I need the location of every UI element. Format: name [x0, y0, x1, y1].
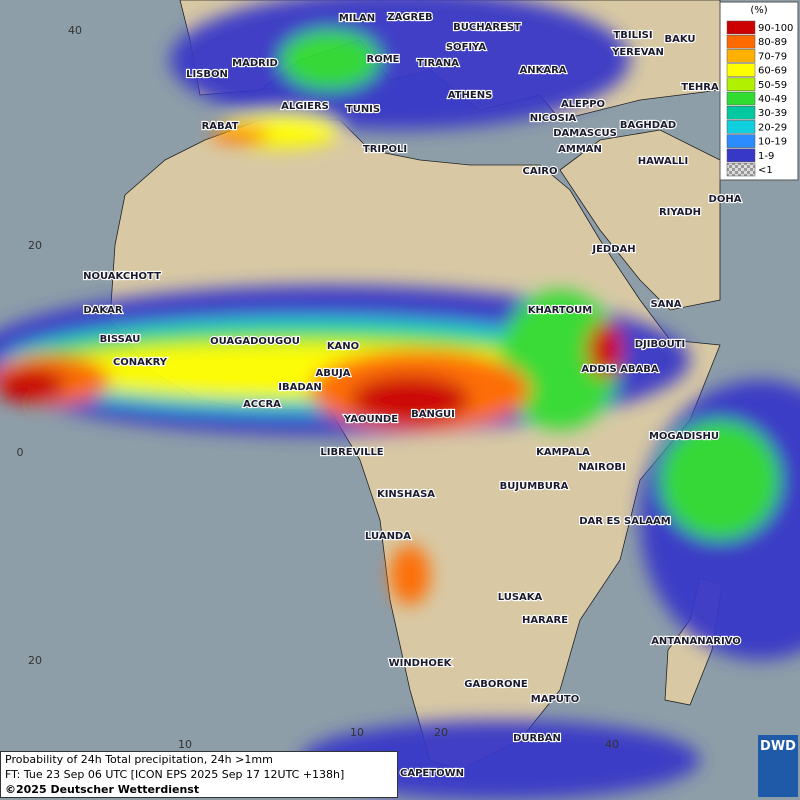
city-label: BAGHDAD — [620, 120, 676, 131]
city-label: HARARE — [522, 615, 568, 626]
city-label: DAMASCUS — [553, 128, 617, 139]
city-label: TBILISI — [613, 30, 652, 41]
city-label: AMMAN — [558, 144, 602, 155]
city-label: JEDDAH — [591, 244, 635, 255]
legend-label: 30-39 — [758, 108, 787, 119]
city-label: DAKAR — [83, 305, 123, 316]
city-label: SOFIYA — [446, 42, 487, 53]
city-label: BAKU — [664, 34, 695, 45]
city-label: DOHA — [709, 194, 742, 205]
city-label: KAMPALA — [536, 447, 590, 458]
city-label: GABORONE — [464, 679, 528, 690]
city-label: CONAKRY — [113, 357, 168, 368]
legend-swatch — [726, 162, 756, 177]
city-label: KHARTOUM — [528, 305, 593, 316]
legend-label: 70-79 — [758, 51, 787, 62]
legend-swatch — [726, 105, 756, 120]
legend-swatch — [726, 34, 756, 49]
city-label: LUSAKA — [498, 592, 543, 603]
footer-forecast: FT: Tue 23 Sep 06 UTC [ICON EPS 2025 Sep… — [5, 768, 345, 781]
legend-swatch — [726, 120, 756, 134]
city-label: ANKARA — [519, 65, 566, 76]
city-label: MOGADISHU — [649, 431, 719, 442]
city-label: LIBREVILLE — [320, 447, 383, 458]
city-label: MILAN — [339, 13, 375, 24]
city-label: BUCHAREST — [453, 22, 521, 33]
legend-label: 10-19 — [758, 137, 787, 148]
city-label: ACCRA — [243, 399, 281, 410]
city-label: DAR ES SALAAM — [579, 516, 671, 527]
grid-label: 10 — [178, 738, 192, 751]
city-label: TRIPOLI — [363, 144, 407, 155]
grid-label: 0 — [17, 446, 24, 459]
legend-swatch — [726, 77, 756, 92]
city-label: YAOUNDE — [343, 414, 398, 425]
city-label: DJIBOUTI — [635, 339, 686, 350]
city-label: KANO — [327, 341, 359, 352]
city-label: HAWALLI — [638, 156, 688, 167]
footer-title: Probability of 24h Total precipitation, … — [5, 753, 273, 766]
city-label: BISSAU — [100, 334, 141, 345]
city-label: IBADAN — [278, 382, 322, 393]
city-label: ADDIS ABABA — [581, 364, 658, 375]
legend-label: 60-69 — [758, 66, 787, 77]
grid-label: 40 — [605, 738, 619, 751]
legend-label: 90-100 — [758, 23, 793, 34]
city-label: TUNIS — [346, 104, 380, 115]
grid-label: 20 — [434, 726, 448, 739]
city-label: TEHRA — [681, 82, 719, 93]
legend-swatch — [726, 91, 756, 106]
legend-label: 1-9 — [758, 151, 774, 162]
city-label: RIYADH — [659, 207, 701, 218]
logo: DWD — [758, 735, 798, 797]
legend: (%) 90-100 80-89 70-79 60-69 50-59 40-49 30-39… — [719, 1, 799, 181]
city-label: ALEPPO — [561, 99, 605, 110]
city-label: OUAGADOUGOU — [210, 336, 300, 347]
city-label: MADRID — [232, 58, 278, 69]
city-label: YEREVAN — [611, 47, 664, 58]
city-label: LUANDA — [365, 531, 411, 542]
city-label: WINDHOEK — [389, 658, 453, 669]
city-label: MAPUTO — [531, 694, 579, 705]
city-label: RABAT — [202, 121, 239, 132]
grid-label: 20 — [28, 239, 42, 252]
city-label: NICOSIA — [530, 113, 577, 124]
legend-label: 20-29 — [758, 122, 787, 133]
legend-swatch — [726, 20, 756, 35]
grid-label: 10 — [350, 726, 364, 739]
legend-swatch — [726, 134, 756, 148]
city-label: CAIRO — [523, 166, 558, 177]
city-label: TIRANA — [417, 58, 459, 69]
legend-swatch — [726, 49, 756, 63]
legend-label: 40-49 — [758, 94, 787, 105]
city-label: SANA — [650, 299, 681, 310]
legend-label: 80-89 — [758, 37, 787, 48]
city-label: ZAGREB — [387, 12, 432, 23]
legend-label: 50-59 — [758, 80, 787, 91]
city-label: CAPETOWN — [400, 768, 464, 779]
grid-label: 40 — [68, 24, 82, 37]
city-label: ATHENS — [448, 90, 493, 101]
grid-label: 20 — [28, 654, 42, 667]
city-label: ROME — [367, 54, 400, 65]
legend-swatch — [726, 63, 756, 77]
city-label: DURBAN — [513, 733, 561, 744]
footer: Probability of 24h Total precipitation, … — [0, 751, 398, 798]
city-label: ANTANANARIVO — [651, 636, 741, 647]
city-label: ALGIERS — [281, 101, 329, 112]
legend-swatch — [726, 148, 756, 163]
city-label: KINSHASA — [377, 489, 435, 500]
city-label: BUJUMBURA — [500, 481, 569, 492]
footer-copyright: ©2025 Deutscher Wetterdienst — [5, 783, 200, 796]
legend-label: <1 — [758, 165, 773, 176]
city-label: LISBON — [186, 69, 228, 80]
legend-unit: (%) — [750, 5, 767, 16]
city-label: ABUJA — [316, 368, 351, 379]
city-label: NOUAKCHOTT — [83, 271, 161, 282]
city-label: BANGUI — [411, 409, 455, 420]
city-label: NAIROBI — [578, 462, 625, 473]
